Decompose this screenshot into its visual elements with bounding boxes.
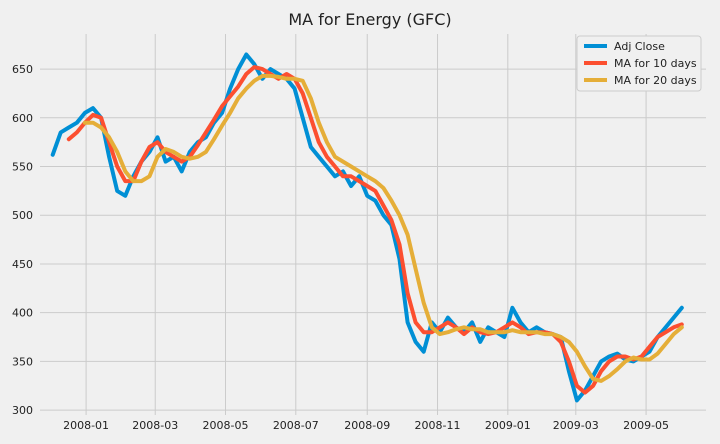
y-tick-labels: 300 350 400 450 500 550 600 650 <box>12 63 33 417</box>
x-tick-label: 2009-03 <box>553 419 599 432</box>
x-tick-labels: 2008-01 2008-03 2008-05 2008-07 2008-09 2008-… <box>63 419 669 432</box>
y-tick-label: 650 <box>12 63 33 76</box>
x-tick-label: 2009-05 <box>623 419 669 432</box>
series-line-2 <box>66 65 684 395</box>
series-layer <box>50 52 684 403</box>
y-tick-label: 500 <box>12 209 33 222</box>
y-tick-label: 450 <box>12 258 33 271</box>
y-tick-label: 400 <box>12 307 33 320</box>
x-tick-label: 2008-09 <box>344 419 390 432</box>
legend-box <box>576 35 702 92</box>
x-tick-label: 2009-01 <box>485 419 531 432</box>
legend-label: Adj Close <box>614 40 665 53</box>
legend-label: MA for 10 days <box>614 57 697 70</box>
y-gridlines <box>40 68 706 411</box>
series-line-3 <box>82 73 684 383</box>
series-line-1 <box>50 52 684 403</box>
y-tick-label: 300 <box>12 404 33 417</box>
y-tick-label: 600 <box>12 112 33 125</box>
y-tick-label: 550 <box>12 161 33 174</box>
x-tick-label: 2008-11 <box>415 419 461 432</box>
legend: Adj Close MA for 10 days MA for 20 days <box>576 35 702 92</box>
chart-title: MA for Energy (GFC) <box>288 10 451 29</box>
legend-label: MA for 20 days <box>614 74 697 87</box>
x-tick-label: 2008-07 <box>273 419 319 432</box>
x-tick-label: 2008-03 <box>132 419 178 432</box>
x-tick-label: 2008-01 <box>63 419 109 432</box>
y-tick-label: 350 <box>12 355 33 368</box>
x-tick-label: 2008-05 <box>203 419 249 432</box>
